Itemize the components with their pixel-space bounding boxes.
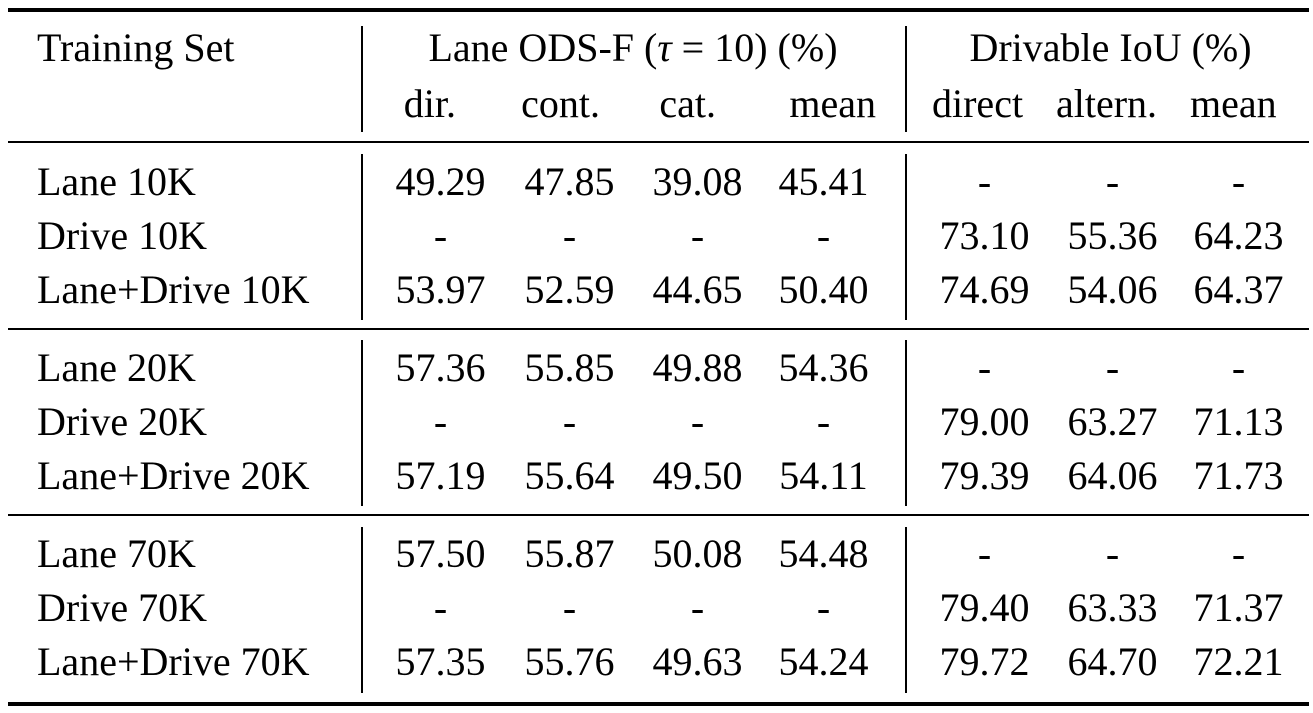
lane-value-cell: 54.36 <box>778 345 869 390</box>
header-lane-group: Lane ODS-F (τ = 10) (%) <box>375 24 891 72</box>
lane-value-cell: - <box>433 585 448 630</box>
lane-value-cell: 49.63 <box>652 639 743 684</box>
drive-value-cell: 64.06 <box>1067 453 1158 498</box>
group1-vline-right <box>905 154 907 320</box>
row-training-set: Drive 10K <box>37 213 207 258</box>
lane-value-cell: - <box>816 585 831 630</box>
header-drive-col-direct: direct <box>932 81 1024 126</box>
group-rule-2 <box>8 514 1309 516</box>
lane-value-cell: 55.85 <box>524 345 615 390</box>
lane-value-cell: 45.41 <box>778 159 869 204</box>
lane-value-cell: 57.50 <box>395 531 486 576</box>
drive-value-cell: - <box>1231 345 1246 390</box>
lane-value-cell: 54.48 <box>778 531 869 576</box>
lane-value-cell: - <box>690 585 705 630</box>
lane-value-cell: - <box>562 213 577 258</box>
header-lane-col-mean: mean <box>789 81 876 126</box>
group3-vline-right <box>905 527 907 693</box>
drive-value-cell: - <box>1105 531 1120 576</box>
drive-value-cell: 74.69 <box>939 267 1030 312</box>
lane-value-cell: 57.36 <box>395 345 486 390</box>
header-lane-tau: τ <box>657 25 672 70</box>
drive-value-cell: 73.10 <box>939 213 1030 258</box>
drive-value-cell: 64.23 <box>1193 213 1284 258</box>
group3-vline-left <box>361 527 363 693</box>
row-training-set: Lane 10K <box>37 159 196 204</box>
drive-value-cell: - <box>1231 159 1246 204</box>
header-drive-group: Drivable IoU (%) <box>969 25 1252 70</box>
lane-value-cell: 52.59 <box>524 267 615 312</box>
group2-vline-left <box>361 340 363 506</box>
drive-value-cell: 71.73 <box>1193 453 1284 498</box>
lane-value-cell: - <box>690 399 705 444</box>
lane-value-cell: - <box>816 399 831 444</box>
lane-value-cell: - <box>690 213 705 258</box>
header-lane-prefix: Lane ODS-F ( <box>428 25 658 70</box>
header-lane-col-dir: dir. <box>403 81 456 126</box>
lane-value-cell: 54.24 <box>778 639 869 684</box>
drive-value-cell: 79.72 <box>939 639 1030 684</box>
lane-value-cell: 47.85 <box>524 159 615 204</box>
group-rule-1 <box>8 328 1309 330</box>
lane-value-cell: - <box>433 399 448 444</box>
header-lane-col-cont: cont. <box>521 81 600 126</box>
top-rule <box>8 8 1309 12</box>
row-training-set: Lane+Drive 20K <box>37 453 310 498</box>
drive-value-cell: 55.36 <box>1067 213 1158 258</box>
header-lane-col-cat: cat. <box>659 81 716 126</box>
row-training-set: Drive 70K <box>37 585 207 630</box>
lane-value-cell: 50.08 <box>652 531 743 576</box>
lane-value-cell: 55.64 <box>524 453 615 498</box>
row-training-set: Lane 20K <box>37 345 196 390</box>
lane-value-cell: 57.19 <box>395 453 486 498</box>
drive-value-cell: 71.13 <box>1193 399 1284 444</box>
drive-value-cell: 64.70 <box>1067 639 1158 684</box>
header-vline-left <box>361 26 363 132</box>
header-drive-col-mean: mean <box>1190 81 1277 126</box>
lane-value-cell: 55.76 <box>524 639 615 684</box>
row-training-set: Lane 70K <box>37 531 196 576</box>
header-drive-col-altern: altern. <box>1056 81 1158 126</box>
lane-value-cell: - <box>562 585 577 630</box>
lane-value-cell: 54.11 <box>779 453 868 498</box>
drive-value-cell: 63.27 <box>1067 399 1158 444</box>
drive-value-cell: 54.06 <box>1067 267 1158 312</box>
lane-value-cell: - <box>816 213 831 258</box>
row-training-set: Drive 20K <box>37 399 207 444</box>
lane-value-cell: - <box>562 399 577 444</box>
row-training-set: Lane+Drive 70K <box>37 639 310 684</box>
header-vline-right <box>905 26 907 132</box>
drive-value-cell: - <box>977 531 992 576</box>
drive-value-cell: - <box>977 159 992 204</box>
lane-value-cell: 49.29 <box>395 159 486 204</box>
drive-value-cell: 64.37 <box>1193 267 1284 312</box>
row-training-set: Lane+Drive 10K <box>37 267 310 312</box>
header-training-set: Training Set <box>37 25 235 70</box>
drive-value-cell: 72.21 <box>1193 639 1284 684</box>
lane-value-cell: 57.35 <box>395 639 486 684</box>
drive-value-cell: - <box>977 345 992 390</box>
group2-vline-right <box>905 340 907 506</box>
drive-value-cell: - <box>1105 345 1120 390</box>
lane-value-cell: 44.65 <box>652 267 743 312</box>
drive-value-cell: 79.00 <box>939 399 1030 444</box>
drive-value-cell: - <box>1231 531 1246 576</box>
bottom-rule <box>8 702 1309 706</box>
lane-value-cell: 49.50 <box>652 453 743 498</box>
drive-value-cell: 71.37 <box>1193 585 1284 630</box>
lane-value-cell: - <box>433 213 448 258</box>
drive-value-cell: - <box>1105 159 1120 204</box>
lane-value-cell: 53.97 <box>395 267 486 312</box>
group1-vline-left <box>361 154 363 320</box>
drive-value-cell: 63.33 <box>1067 585 1158 630</box>
drive-value-cell: 79.40 <box>939 585 1030 630</box>
drive-value-cell: 79.39 <box>939 453 1030 498</box>
lane-value-cell: 50.40 <box>778 267 869 312</box>
lane-value-cell: 39.08 <box>652 159 743 204</box>
lane-value-cell: 55.87 <box>524 531 615 576</box>
header-lane-suffix: = 10) (%) <box>671 25 838 70</box>
lane-value-cell: 49.88 <box>652 345 743 390</box>
header-rule <box>8 141 1309 143</box>
